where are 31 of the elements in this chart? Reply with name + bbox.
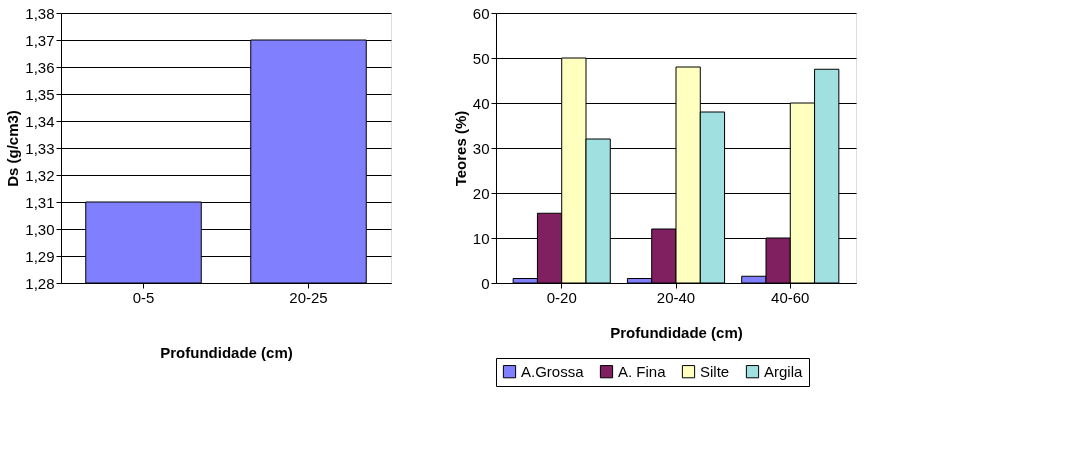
x-tick-label: 20-25 [289, 288, 328, 306]
y-axis-title: Ds (g/cm3) [4, 110, 22, 187]
y-tick-label: 1,36 [25, 58, 55, 76]
y-tick-label: 50 [472, 49, 490, 67]
legend-label: A. Fina [618, 362, 667, 380]
legend-label: Silte [700, 362, 730, 380]
y-tick-label: 60 [472, 4, 490, 22]
y-tick-label: 30 [472, 139, 490, 157]
y-tick-label: 1,28 [25, 274, 55, 292]
y-tick-label: 1,38 [25, 4, 55, 22]
y-tick-label: 1,31 [25, 193, 55, 211]
y-tick-label: 1,35 [25, 85, 55, 103]
x-tick-label: 40-60 [771, 288, 810, 306]
y-tick-label: 1,34 [25, 112, 55, 130]
y-tick-label: 1,29 [25, 247, 55, 265]
y-tick-label: 10 [472, 229, 490, 247]
x-tick-label: 0-20 [546, 288, 577, 306]
y-tick-label: 1,32 [25, 166, 55, 184]
y-axis-title: Teores (%) [451, 110, 469, 187]
x-axis-title: Profundidade (cm) [160, 343, 293, 361]
legend-label: Argila [764, 362, 804, 380]
x-tick-label: 0-5 [132, 288, 155, 306]
y-tick-label: 0 [481, 274, 490, 292]
x-axis-title: Profundidade (cm) [610, 323, 743, 341]
x-tick-label: 20-40 [656, 288, 696, 306]
y-tick-label: 1,30 [25, 220, 55, 238]
legend-label: A.Grossa [521, 362, 585, 380]
y-tick-label: 1,37 [25, 31, 55, 49]
y-tick-label: 20 [472, 184, 490, 202]
y-tick-label: 1,33 [25, 139, 55, 157]
y-tick-label: 40 [472, 94, 490, 112]
